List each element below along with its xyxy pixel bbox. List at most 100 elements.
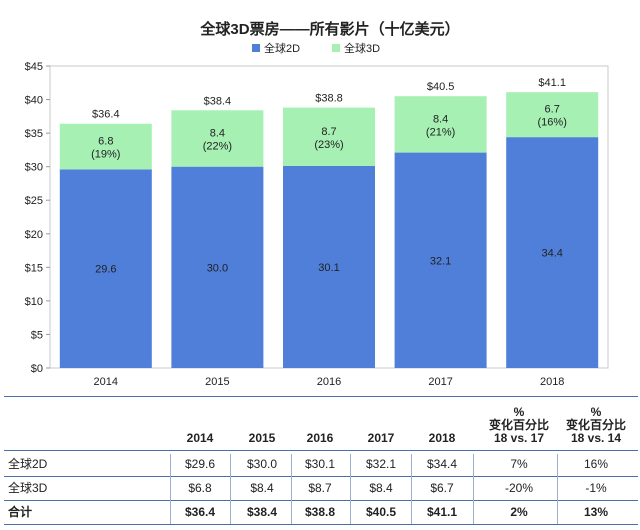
table-cell: -1% bbox=[585, 481, 607, 495]
bar-2d bbox=[171, 166, 264, 368]
share-label-3d: (22%) bbox=[203, 140, 232, 152]
table-header-pct-symbol: % bbox=[590, 405, 602, 419]
legend-swatch bbox=[332, 44, 340, 52]
bar-3d bbox=[506, 92, 599, 138]
table-header-pct-symbol: % bbox=[513, 405, 525, 419]
table-header-rule bbox=[4, 450, 638, 451]
table-row-rule bbox=[4, 476, 638, 477]
legend: 全球2D 全球3D bbox=[252, 41, 380, 55]
table-column-rule bbox=[473, 454, 474, 524]
table-header-year: 2016 bbox=[306, 431, 334, 445]
data-label-2d: 30.0 bbox=[207, 262, 228, 274]
table-cell: $38.4 bbox=[246, 505, 278, 519]
total-label: $36.4 bbox=[92, 109, 120, 121]
table-cell: $30.1 bbox=[304, 457, 336, 471]
table-header-year: 2014 bbox=[186, 431, 214, 445]
data-label-3d: 8.7 bbox=[321, 126, 336, 138]
table-cell: $32.1 bbox=[365, 457, 397, 471]
data-label-2d: 32.1 bbox=[430, 255, 451, 267]
table-cell: $34.4 bbox=[426, 457, 458, 471]
bar-2d bbox=[59, 169, 152, 368]
data-label-3d: 8.4 bbox=[433, 113, 448, 125]
chart-title: 全球3D票房——所有影片（十亿美元） bbox=[199, 20, 459, 38]
bar-3d bbox=[394, 96, 487, 153]
table-column-rule bbox=[411, 454, 412, 524]
table-row-rule bbox=[4, 500, 638, 501]
share-label-3d: (23%) bbox=[314, 139, 343, 151]
y-tick-label: $30 bbox=[25, 162, 43, 174]
legend-label: 全球3D bbox=[344, 41, 380, 55]
bar-2d bbox=[283, 165, 375, 368]
y-tick-label: $35 bbox=[25, 128, 43, 140]
y-tick-label: $25 bbox=[25, 195, 43, 207]
share-label-3d: (16%) bbox=[538, 117, 567, 129]
share-label-3d: (21%) bbox=[426, 126, 455, 138]
y-tick-label: $10 bbox=[25, 296, 43, 308]
bar-3d bbox=[59, 123, 152, 170]
table-header-year: 2017 bbox=[367, 431, 395, 445]
table-cell: $41.1 bbox=[426, 505, 458, 519]
y-tick-label: $5 bbox=[31, 329, 43, 341]
table-column-rule bbox=[230, 454, 231, 524]
data-label-3d: 8.4 bbox=[210, 127, 225, 139]
table-header-pct-label: 变化百分比 bbox=[488, 418, 549, 432]
table-column-rule bbox=[557, 454, 558, 524]
y-tick-label: $40 bbox=[25, 95, 43, 107]
table-cell: 2% bbox=[510, 505, 528, 519]
share-label-3d: (19%) bbox=[91, 149, 120, 161]
table-cell: $8.4 bbox=[369, 481, 393, 495]
table-cell: $40.5 bbox=[365, 505, 397, 519]
table-cell: $29.6 bbox=[184, 457, 216, 471]
table-column-rule bbox=[350, 454, 351, 524]
legend-swatch bbox=[252, 44, 260, 52]
y-tick-label: $45 bbox=[25, 61, 43, 73]
table-header-year: 2018 bbox=[428, 431, 456, 445]
total-label: $40.5 bbox=[427, 81, 455, 93]
table-header-pct-label: 变化百分比 bbox=[565, 418, 626, 432]
table-column-rule bbox=[170, 454, 171, 524]
bar-2d bbox=[506, 137, 599, 368]
legend-label: 全球2D bbox=[264, 41, 300, 55]
table-cell: 13% bbox=[583, 505, 609, 519]
total-label: $38.4 bbox=[204, 95, 232, 107]
table-cell: 7% bbox=[510, 457, 528, 471]
x-tick-label: 2014 bbox=[94, 376, 118, 388]
data-label-2d: 29.6 bbox=[95, 264, 116, 276]
table-row-label: 合计 bbox=[8, 505, 33, 519]
x-tick-label: 2015 bbox=[205, 376, 229, 388]
table-cell: $8.7 bbox=[308, 481, 332, 495]
y-tick-label: $15 bbox=[25, 262, 43, 274]
table-cell: $8.4 bbox=[250, 481, 274, 495]
table-cell: 16% bbox=[583, 457, 609, 471]
bar-3d bbox=[171, 110, 264, 167]
table-cell: -20% bbox=[504, 481, 533, 495]
y-tick-label: $0 bbox=[31, 363, 43, 375]
table-header-year: 2015 bbox=[248, 431, 276, 445]
table-row-label: 全球3D bbox=[8, 481, 48, 495]
table-column-rule bbox=[291, 454, 292, 524]
data-label-2d: 30.1 bbox=[318, 262, 339, 274]
total-label: $41.1 bbox=[538, 77, 566, 89]
table-cell: $38.8 bbox=[304, 505, 336, 519]
x-tick-label: 2016 bbox=[317, 376, 341, 388]
table-row-rule bbox=[4, 524, 638, 525]
bar-2d bbox=[394, 152, 487, 368]
data-label-3d: 6.7 bbox=[545, 104, 560, 116]
stacked-bar-chart: 全球3D票房——所有影片（十亿美元） 全球2D 全球3D $0 $5 $10 $15 $2… bbox=[25, 20, 609, 388]
table-cell: $6.8 bbox=[188, 481, 212, 495]
x-tick-label: 2018 bbox=[540, 376, 564, 388]
table-cell: $36.4 bbox=[184, 505, 216, 519]
table-row-label: 全球2D bbox=[8, 457, 48, 471]
table-cell: $6.7 bbox=[430, 481, 454, 495]
table-header-pct-range: 18 vs. 14 bbox=[570, 431, 622, 445]
y-tick-label: $20 bbox=[25, 229, 43, 241]
data-label-2d: 34.4 bbox=[541, 248, 562, 260]
total-label: $38.8 bbox=[315, 93, 343, 105]
x-tick-label: 2017 bbox=[428, 376, 452, 388]
plot-area: $0 $5 $10 $15 $20 $25 $30 $35 $40 $45 29.6 6.8(19%)… bbox=[25, 61, 609, 388]
data-label-3d: 6.8 bbox=[98, 136, 113, 148]
bar-3d bbox=[283, 107, 375, 166]
table-cell: $30.0 bbox=[246, 457, 278, 471]
table-top-rule bbox=[4, 396, 638, 397]
table-header-pct-range: 18 vs. 17 bbox=[493, 431, 545, 445]
